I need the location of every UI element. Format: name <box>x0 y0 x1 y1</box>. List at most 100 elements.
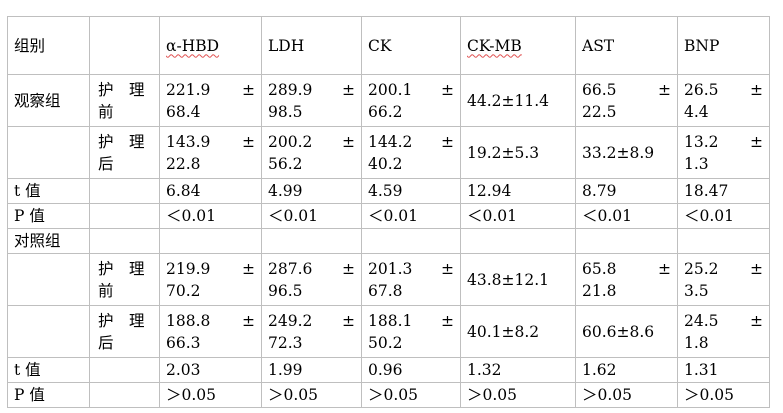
sd-value: 1.3 <box>684 154 709 173</box>
sd-value: 66.2 <box>368 102 403 121</box>
header-label: α-HBD <box>166 36 220 55</box>
t-value-bnp: 18.47 <box>677 178 770 204</box>
stat-sub-cell <box>89 382 160 408</box>
mean-value: 188.1 <box>368 311 413 330</box>
mean-value: 200.1 <box>368 80 413 99</box>
mean-value: 249.2 <box>268 311 313 330</box>
value-cell-ahbd: 143.9 ±22.8 <box>159 126 262 179</box>
stat-label-cell: t 值 <box>7 357 90 383</box>
p-value-bnp: ＜0.01 <box>677 203 770 229</box>
group-label-cell <box>7 253 90 306</box>
stat-label-cell: t 值 <box>7 178 90 204</box>
nurse-label-line2: 前 <box>98 102 114 121</box>
nurse-label-line2: 前 <box>98 281 114 300</box>
header-col-ck: CK <box>361 16 461 75</box>
value-cell-ldh: 287.6 ±96.5 <box>261 253 362 306</box>
nurse-time-cell: 护 理前 <box>89 74 160 127</box>
plus-minus-sign: ± <box>242 311 255 330</box>
t-value-ck: 0.96 <box>361 357 461 383</box>
sd-value: 22.5 <box>582 102 617 121</box>
table-row: 护 理前 219.9 ±70.2 287.6 ±96.5 201.3 ±67.8 43.8±1… <box>7 253 770 306</box>
t-value-ldh: 1.99 <box>261 357 362 383</box>
sd-value: 70.2 <box>166 281 201 300</box>
sd-value: 22.8 <box>166 154 201 173</box>
mean-value: 289.9 <box>268 80 313 99</box>
value-text: 60.6±8.6 <box>582 322 655 341</box>
sd-value: 67.8 <box>368 281 403 300</box>
mean-value: 188.8 <box>166 311 211 330</box>
value-text: 33.2±8.9 <box>582 143 655 162</box>
sd-value: 96.5 <box>268 281 303 300</box>
group-label-cell: 观察组 <box>7 74 90 127</box>
table-row: 观察组护 理前 221.9 ±68.4 289.9 ±98.5 200.1 ±66.2 44.… <box>7 74 770 127</box>
mean-value: 25.2 <box>684 259 719 278</box>
nurse-label-line2: 后 <box>98 154 114 173</box>
header-col-ast: AST <box>575 16 678 75</box>
plus-minus-sign: ± <box>242 259 255 278</box>
plus-minus-sign: ± <box>242 132 255 151</box>
p-value-ckmb: ＜0.01 <box>460 203 576 229</box>
plus-minus-sign: ± <box>342 80 355 99</box>
header-col-ahbd: α-HBD <box>159 16 262 75</box>
mean-value: 24.5 <box>684 311 719 330</box>
nurse-time-cell: 护 理后 <box>89 126 160 179</box>
value-cell-ahbd: 188.8 ±66.3 <box>159 305 262 358</box>
value-cell-ldh: 200.2 ±56.2 <box>261 126 362 179</box>
mean-value: 287.6 <box>268 259 313 278</box>
group-label-cell <box>7 126 90 179</box>
t-value-ahbd: 2.03 <box>159 357 262 383</box>
value-cell-ckmb: 40.1±8.2 <box>460 305 576 358</box>
value-cell-ast: 60.6±8.6 <box>575 305 678 358</box>
t-value-ckmb: 1.32 <box>460 357 576 383</box>
empty-cell <box>575 228 678 254</box>
plus-minus-sign: ± <box>750 259 763 278</box>
group-label-cell: 对照组 <box>7 228 90 254</box>
value-cell-bnp: 26.5 ±4.4 <box>677 74 770 127</box>
header-col-ckmb: CK-MB <box>460 16 576 75</box>
t-value-ckmb: 12.94 <box>460 178 576 204</box>
sd-value: 66.3 <box>166 333 201 352</box>
plus-minus-sign: ± <box>342 311 355 330</box>
mean-value: 201.3 <box>368 259 413 278</box>
header-col-bnp: BNP <box>677 16 770 75</box>
stat-label-cell: P 值 <box>7 203 90 229</box>
stat-sub-cell <box>89 357 160 383</box>
t-value-ck: 4.59 <box>361 178 461 204</box>
plus-minus-sign: ± <box>750 80 763 99</box>
plus-minus-sign: ± <box>441 311 454 330</box>
t-value-ahbd: 6.84 <box>159 178 262 204</box>
empty-cell <box>159 228 262 254</box>
p-value-ckmb: ＞0.05 <box>460 382 576 408</box>
table-row: t 值 2.03 1.99 0.96 1.32 1.62 1.31 <box>7 357 770 383</box>
table-row: 对照组 <box>7 228 770 254</box>
value-text: 40.1±8.2 <box>467 322 540 341</box>
p-value-ldh: ＞0.05 <box>261 382 362 408</box>
value-cell-ast: 33.2±8.9 <box>575 126 678 179</box>
t-value-bnp: 1.31 <box>677 357 770 383</box>
mean-value: 219.9 <box>166 259 211 278</box>
plus-minus-sign: ± <box>658 80 671 99</box>
sd-value: 56.2 <box>268 154 303 173</box>
stat-sub-cell <box>89 178 160 204</box>
plus-minus-sign: ± <box>658 259 671 278</box>
header-sub-cell <box>89 16 160 75</box>
mean-value: 143.9 <box>166 132 211 151</box>
empty-cell <box>677 228 770 254</box>
empty-cell <box>89 228 160 254</box>
table-row: t 值 6.84 4.99 4.59 12.94 8.79 18.47 <box>7 178 770 204</box>
plus-minus-sign: ± <box>342 132 355 151</box>
p-value-ahbd: ＞0.05 <box>159 382 262 408</box>
header-group-cell: 组别 <box>7 16 90 75</box>
empty-cell <box>460 228 576 254</box>
p-value-ahbd: ＜0.01 <box>159 203 262 229</box>
empty-cell <box>361 228 461 254</box>
mean-value: 13.2 <box>684 132 719 151</box>
table-row: 组别 α-HBD LDH CK CK-MB AST BNP <box>7 16 770 75</box>
plus-minus-sign: ± <box>750 132 763 151</box>
value-cell-ast: 66.5 ±22.5 <box>575 74 678 127</box>
sd-value: 21.8 <box>582 281 617 300</box>
value-cell-ahbd: 221.9 ±68.4 <box>159 74 262 127</box>
value-cell-ckmb: 43.8±12.1 <box>460 253 576 306</box>
value-cell-bnp: 25.2 ±3.5 <box>677 253 770 306</box>
mean-value: 144.2 <box>368 132 413 151</box>
